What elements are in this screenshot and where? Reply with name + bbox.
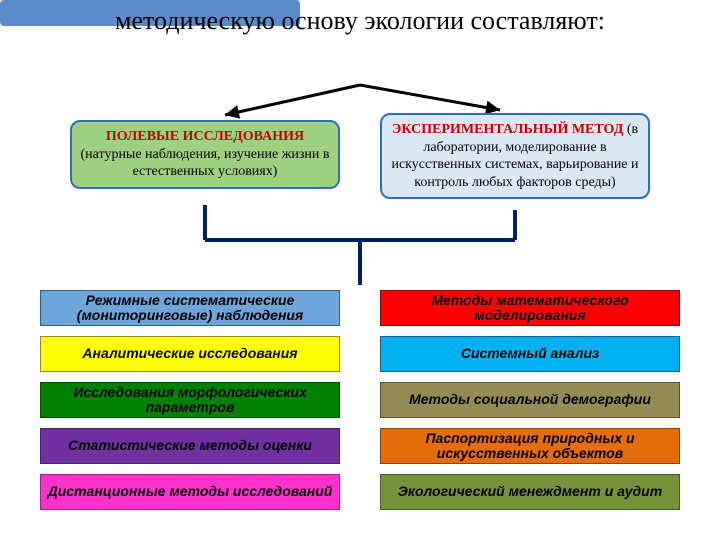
method-item: Аналитические исследования — [40, 336, 340, 372]
method-left-title: ПОЛЕВЫЕ ИССЛЕДОВАНИЯ — [106, 129, 304, 144]
method-item: Статистические методы оценки — [40, 428, 340, 464]
method-item: Системный анализ — [380, 336, 680, 372]
method-item: Паспортизация природных и искусственных … — [380, 428, 680, 464]
method-item: Исследования морфологических параметров — [40, 382, 340, 418]
method-item: Дистанционные методы исследований — [40, 474, 340, 510]
method-left-rest: (натурные наблюдения, изучение жизни в е… — [81, 147, 330, 180]
method-item: Режимные систематические (мониторинговые… — [40, 290, 340, 326]
method-box-field-research: ПОЛЕВЫЕ ИССЛЕДОВАНИЯ (натурные наблюдени… — [70, 120, 340, 189]
method-right-title: ЭКСПЕРИМЕНТАЛЬНЫЙ МЕТОД — [392, 122, 624, 137]
method-item: Методы математического моделирования — [380, 290, 680, 326]
method-item: Экологический менеждмент и аудит — [380, 474, 680, 510]
diagram-title: методическую основу экологии составляют: — [0, 6, 720, 36]
method-item: Методы социальной демографии — [380, 382, 680, 418]
method-box-experimental: ЭКСПЕРИМЕНТАЛЬНЫЙ МЕТОД (в лаборатории, … — [380, 113, 650, 199]
